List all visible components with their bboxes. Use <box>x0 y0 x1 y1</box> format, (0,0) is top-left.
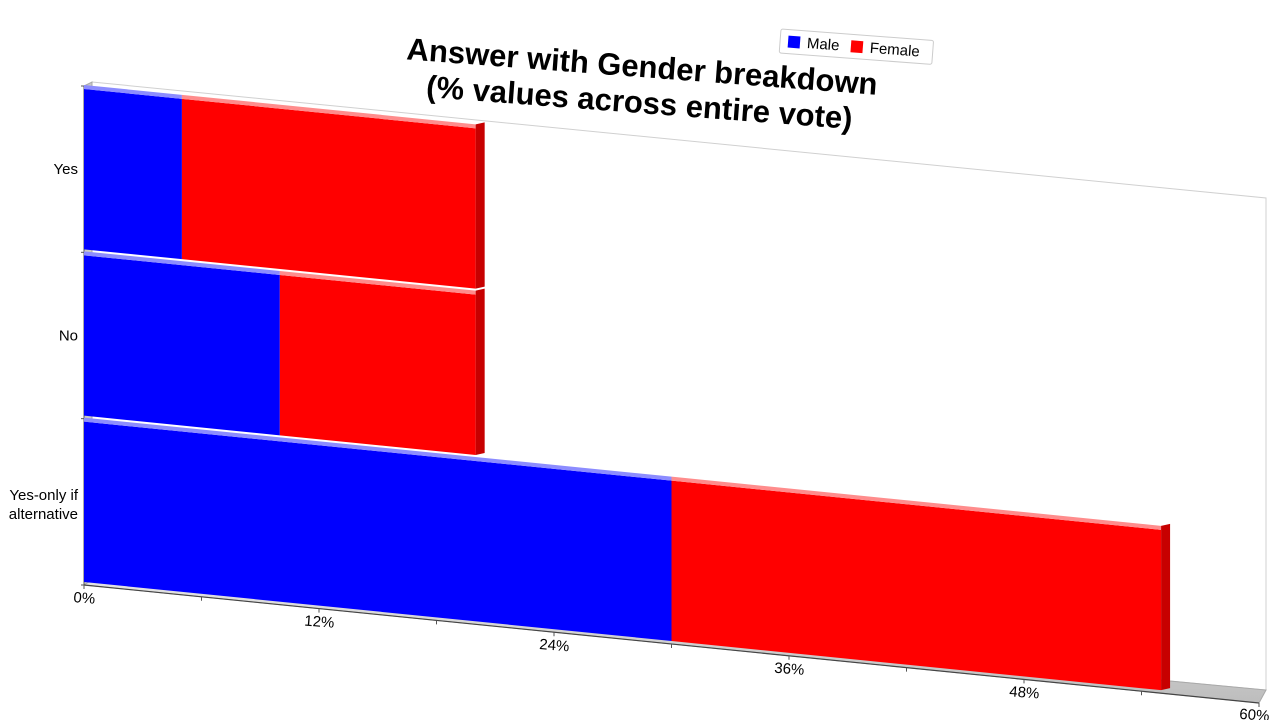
bar-side-yes <box>475 122 485 289</box>
bar-female-no <box>279 275 476 455</box>
bar-top-male-yes-only-if-alternative <box>84 417 672 481</box>
legend-swatch-female <box>850 40 864 54</box>
bar-female-yes-only-if-alternative <box>671 480 1162 691</box>
bar-side-yes-only-if-alternative <box>1161 523 1171 691</box>
bar-top-male-no <box>84 251 280 275</box>
legend-swatch-male <box>787 35 801 49</box>
x-tick-label-3: 36% <box>774 660 805 679</box>
x-tick-label-0: 0% <box>73 589 96 608</box>
bar-side-no <box>475 288 485 455</box>
category-labels: Yes No Yes-only if alternative <box>9 161 79 523</box>
ticks-layer: 0% 12% 24% 36% 48% 60% <box>73 85 1270 720</box>
bar-male-yes <box>84 89 182 260</box>
category-label-yes: Yes <box>54 161 78 178</box>
x-tick-label-4: 48% <box>1009 683 1040 702</box>
bar-top-female-no <box>279 271 476 295</box>
bar-top-female-yes-only-if-alternative <box>671 476 1162 530</box>
category-label-no: No <box>59 328 78 345</box>
legend: Male Female <box>778 28 934 65</box>
bar-male-yes-only-if-alternative <box>84 421 672 641</box>
bar-male-no <box>84 255 280 436</box>
category-label-yes-only-if-alternative: Yes-only if alternative <box>9 487 79 523</box>
x-tick-label-1: 12% <box>304 613 335 632</box>
legend-label-female: Female <box>869 40 920 61</box>
x-tick-label-2: 24% <box>539 636 570 655</box>
x-tick-label-5: 60% <box>1239 706 1270 720</box>
bar-female-yes <box>181 98 476 289</box>
bar-top-female-yes <box>181 94 476 129</box>
bar-top-male-yes <box>84 85 182 99</box>
legend-label-male: Male <box>806 35 840 54</box>
bars-layer <box>84 85 1171 691</box>
